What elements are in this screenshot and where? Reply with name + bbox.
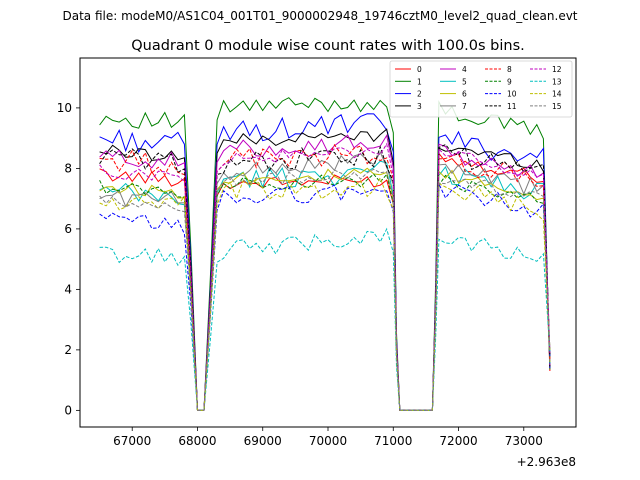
x-tick-label: 68000 bbox=[178, 434, 216, 448]
series-line-2 bbox=[99, 113, 551, 411]
legend-label-2: 2 bbox=[417, 90, 422, 99]
x-tick-label: 67000 bbox=[113, 434, 151, 448]
series-line-0 bbox=[99, 152, 551, 411]
y-tick-label: 2 bbox=[64, 343, 72, 357]
series-line-11 bbox=[99, 143, 551, 411]
series-line-1 bbox=[99, 97, 551, 411]
legend-label-4: 4 bbox=[462, 65, 467, 74]
legend-label-12: 12 bbox=[552, 65, 562, 74]
series-line-12 bbox=[99, 142, 551, 411]
legend-label-7: 7 bbox=[462, 102, 467, 111]
x-tick-label: 72000 bbox=[439, 434, 477, 448]
legend-label-11: 11 bbox=[507, 102, 517, 111]
series-line-8 bbox=[99, 143, 551, 411]
series-line-9 bbox=[99, 173, 551, 411]
y-tick-label: 8 bbox=[64, 161, 72, 175]
series-line-4 bbox=[99, 134, 551, 411]
legend-label-6: 6 bbox=[462, 90, 467, 99]
x-offset-text: +2.963e8 bbox=[517, 455, 576, 469]
y-tick-label: 0 bbox=[64, 403, 72, 417]
x-tick-label: 70000 bbox=[309, 434, 347, 448]
plot-frame bbox=[79, 57, 577, 428]
legend-label-10: 10 bbox=[507, 90, 517, 99]
series-line-3 bbox=[99, 128, 551, 411]
x-tick-label: 73000 bbox=[505, 434, 543, 448]
legend-label-14: 14 bbox=[552, 90, 562, 99]
legend-label-3: 3 bbox=[417, 102, 422, 111]
legend-label-9: 9 bbox=[507, 77, 512, 86]
legend-box bbox=[389, 60, 573, 118]
legend-label-1: 1 bbox=[417, 77, 422, 86]
x-tick-label: 71000 bbox=[374, 434, 412, 448]
legend-label-5: 5 bbox=[462, 77, 467, 86]
plot-area bbox=[80, 58, 576, 427]
series-line-13 bbox=[99, 227, 551, 411]
y-tick-label: 4 bbox=[64, 282, 72, 296]
series-line-7 bbox=[99, 150, 551, 411]
series-line-14 bbox=[99, 176, 551, 411]
series-line-15 bbox=[99, 168, 551, 411]
y-axis: 0 2 4 6 8 10 bbox=[57, 101, 80, 417]
x-tick-label: 69000 bbox=[244, 434, 282, 448]
x-axis: 67000 68000 69000 70000 71000 72000 73000 bbox=[113, 427, 543, 448]
chart-title: Quadrant 0 module wise count rates with … bbox=[131, 38, 525, 54]
y-tick-label: 6 bbox=[64, 222, 72, 236]
series-layer bbox=[99, 97, 551, 411]
chart-suptitle: Data file: modeM0/AS1C04_001T01_90000029… bbox=[62, 9, 577, 23]
legend-label-15: 15 bbox=[552, 102, 562, 111]
legend-label-13: 13 bbox=[552, 77, 562, 86]
legend-label-8: 8 bbox=[507, 65, 512, 74]
y-tick-label: 10 bbox=[57, 101, 72, 115]
legend-label-0: 0 bbox=[417, 65, 422, 74]
